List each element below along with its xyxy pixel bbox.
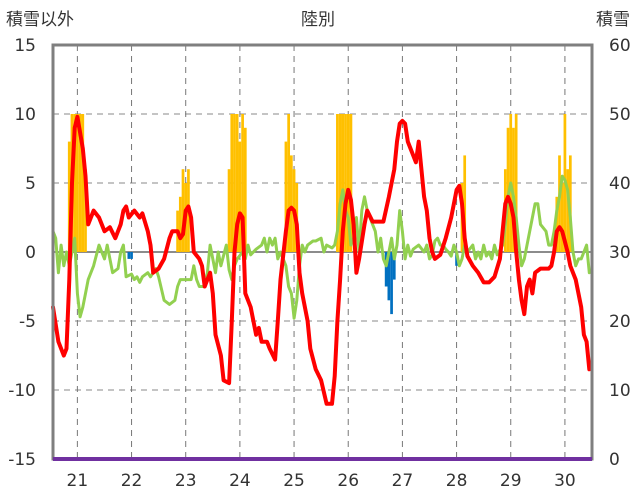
x-tick-labels: 21 22 23 24 25 26 27 28 29 30	[67, 471, 576, 491]
bar-0-9	[181, 169, 185, 252]
left-tick-0: 15	[14, 36, 36, 56]
left-tick-2: 5	[25, 174, 36, 194]
bar-0-2	[73, 114, 77, 252]
bar-0-13	[230, 114, 234, 252]
x-tick-1: 22	[121, 471, 143, 491]
left-tick-labels: 15 10 5 0 -5 -10 -15	[8, 36, 36, 470]
bar-1-5	[392, 252, 396, 280]
bar-1-1	[130, 252, 133, 259]
bar-0-24	[336, 114, 339, 252]
bar-0-3	[76, 114, 79, 252]
x-tick-8: 29	[500, 471, 522, 491]
left-tick-1: 10	[14, 105, 36, 125]
left-tick-4: -5	[19, 312, 36, 332]
line-series	[51, 114, 592, 406]
x-tick-0: 21	[67, 471, 89, 491]
left-tick-6: -15	[8, 450, 36, 470]
left-axis-label: 積雪以外	[6, 10, 74, 30]
right-tick-5: 10	[609, 381, 631, 401]
bar-0-14	[233, 114, 236, 252]
bar-0-19	[284, 141, 288, 252]
line-1	[51, 114, 592, 406]
bar-0-39	[560, 183, 564, 252]
bar-0-4	[78, 114, 82, 252]
bar-0-17	[241, 114, 244, 252]
bar-0-28	[346, 114, 350, 252]
bar-0-8	[178, 196, 182, 252]
right-tick-4: 20	[609, 312, 631, 332]
bar-0-41	[566, 169, 569, 252]
bar-0-25	[338, 114, 342, 252]
x-tick-7: 28	[446, 471, 468, 491]
right-axis-label: 積雪	[596, 10, 630, 30]
left-tick-3: 0	[25, 243, 36, 263]
right-tick-2: 40	[609, 174, 631, 194]
bar-1-2	[384, 252, 388, 287]
bar-0-5	[81, 114, 85, 252]
x-tick-6: 27	[392, 471, 414, 491]
bar-0-15	[235, 114, 239, 252]
bar-0-36	[514, 114, 518, 252]
right-tick-0: 60	[609, 36, 631, 56]
bar-0-27	[344, 114, 347, 252]
left-tick-5: -10	[8, 381, 36, 401]
bar-1-4	[390, 252, 393, 315]
bar-0-21	[289, 155, 293, 252]
right-tick-labels: 60 50 40 30 20 10 0	[609, 36, 631, 470]
x-tick-3: 24	[229, 471, 251, 491]
bar-0-31	[463, 155, 467, 252]
bar-1-3	[387, 252, 391, 301]
line-0	[51, 174, 591, 320]
bar-1-0	[127, 252, 131, 259]
x-tick-9: 30	[554, 471, 576, 491]
bar-0-37	[555, 196, 559, 252]
chart-title: 陸別	[301, 10, 335, 30]
bar-0-26	[341, 114, 345, 252]
x-tick-5: 26	[337, 471, 359, 491]
bar-0-20	[287, 114, 290, 252]
bar-0-18	[243, 127, 247, 252]
x-tick-2: 23	[175, 471, 197, 491]
x-tick-4: 25	[283, 471, 305, 491]
bar-0-0	[67, 141, 71, 252]
bar-0-29	[349, 114, 353, 252]
right-tick-1: 50	[609, 105, 631, 125]
right-tick-6: 0	[609, 450, 620, 470]
bar-0-12	[227, 169, 231, 252]
right-tick-3: 30	[609, 243, 631, 263]
bar-0-16	[238, 141, 242, 252]
